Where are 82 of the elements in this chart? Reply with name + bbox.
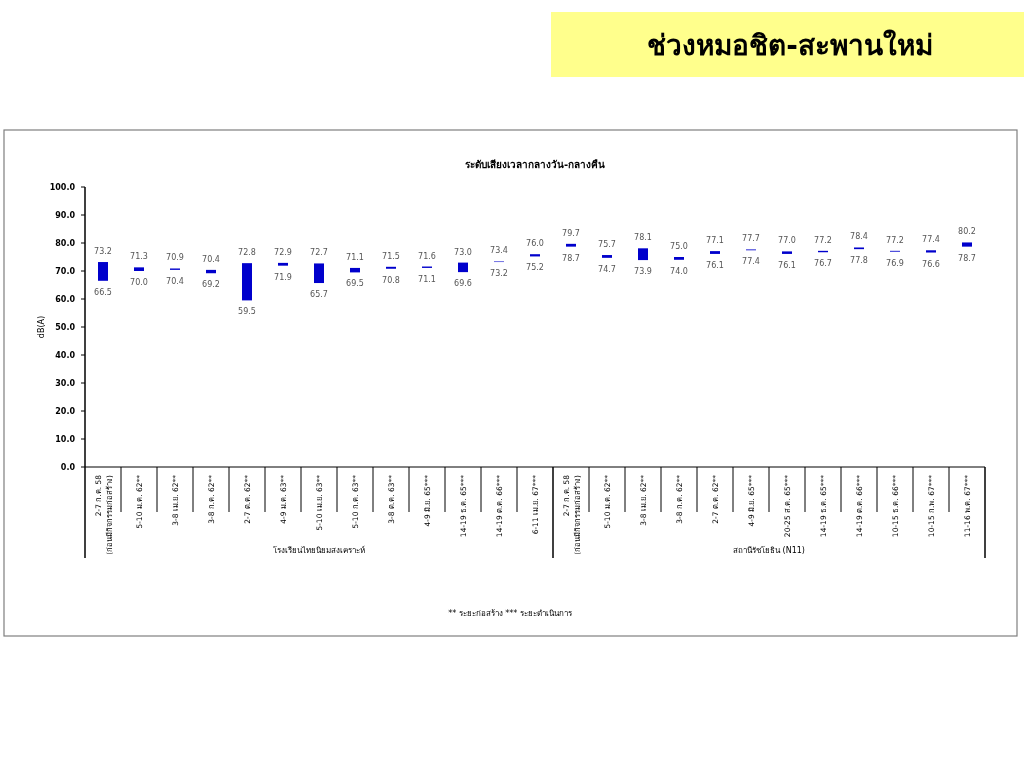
bar [314, 263, 324, 284]
annotation: 69.2 [202, 280, 220, 290]
y-tick-label: 90.0 [55, 211, 76, 220]
annotation: 80.2 [958, 227, 976, 237]
annotation: 69.5 [346, 279, 364, 289]
bar [566, 243, 576, 247]
bar [134, 267, 144, 271]
annotation: 71.1 [346, 252, 364, 262]
annotation: 59.5 [238, 307, 256, 317]
chart-subtitle: ระดับเสียงเวลากลางวัน-กลางคืน [464, 159, 606, 170]
annotation: 70.4 [166, 276, 184, 286]
annotation: 77.4 [742, 257, 760, 267]
annotation: 77.2 [814, 235, 832, 245]
annotation: 77.2 [886, 235, 904, 245]
y-tick-label: 20.0 [55, 407, 76, 416]
annotation: 70.8 [382, 275, 400, 285]
annotation: 78.7 [958, 253, 976, 263]
annotation: 71.3 [130, 252, 148, 262]
annotation: 70.9 [166, 253, 184, 263]
bar [602, 255, 612, 258]
annotation: 73.2 [94, 247, 112, 257]
annotation: 71.5 [382, 251, 400, 261]
annotation: 76.1 [778, 260, 796, 270]
annotation: 72.8 [238, 248, 256, 258]
bar [782, 251, 792, 254]
annotation: 66.5 [94, 287, 112, 297]
annotation: 71.6 [418, 251, 436, 261]
annotation: 72.9 [274, 247, 292, 257]
bar [638, 248, 648, 261]
chart-title: ช่วงหมอชิต-สะพานใหม่ [647, 29, 933, 62]
bar [962, 242, 972, 247]
annotation: 73.4 [490, 246, 508, 256]
annotation: 76.9 [886, 258, 904, 268]
annotation: 69.6 [454, 279, 472, 289]
y-tick-label: 70.0 [55, 267, 76, 276]
annotation: 77.1 [706, 236, 724, 246]
y-tick-label: 80.0 [55, 239, 76, 248]
bar [530, 254, 540, 257]
annotation: 75.0 [670, 242, 688, 251]
y-tick-label: 30.0 [55, 379, 76, 388]
annotation: 70.4 [202, 254, 220, 264]
bar [710, 251, 720, 254]
annotation: 70.0 [130, 278, 148, 287]
y-tick-label: 40.0 [55, 351, 76, 360]
y-tick-label: 100.0 [49, 183, 76, 192]
bar [278, 262, 288, 266]
annotation: 73.2 [490, 269, 508, 279]
y-tick-label: 0.0 [60, 463, 76, 472]
annotation: 74.7 [598, 264, 616, 274]
annotation: 78.7 [562, 253, 580, 263]
annotation: 78.4 [850, 232, 868, 242]
annotation: 77.0 [778, 236, 796, 246]
annotation: 76.6 [922, 259, 940, 269]
bar [98, 262, 108, 281]
annotation: 74.0 [670, 266, 688, 276]
annotation: 76.0 [526, 239, 544, 249]
annotation: 77.8 [850, 256, 868, 266]
text: โรงเรียนไทยนิยมสงเคราะห์ [273, 545, 365, 555]
text: สถานีรัชโยธิน (N11) [733, 545, 805, 555]
annotation: 76.1 [706, 260, 724, 270]
y-tick-label: 50.0 [55, 323, 76, 332]
annotation: 75.2 [526, 263, 544, 273]
annotation: 72.7 [310, 248, 328, 258]
annotation: 71.1 [418, 274, 436, 284]
annotation: 76.7 [814, 259, 832, 269]
y-axis-title: dB(A) [37, 315, 46, 339]
bar [242, 263, 252, 301]
annotation: 78.1 [634, 233, 652, 243]
annotation: 77.4 [922, 235, 940, 245]
bar [926, 250, 936, 253]
annotation: 77.7 [742, 234, 760, 244]
annotation: 75.7 [598, 240, 616, 250]
y-tick-label: 10.0 [55, 435, 76, 444]
y-tick-label: 60.0 [55, 295, 76, 304]
annotation: 71.9 [274, 272, 292, 282]
annotation: 73.0 [454, 247, 472, 257]
bar [674, 257, 684, 260]
annotation: 73.9 [634, 267, 652, 277]
annotation: 65.7 [310, 290, 328, 300]
bar [458, 262, 468, 273]
text: ** ระยะก่อสร้าง *** ระยะดำเนินการ [448, 609, 573, 618]
annotation: 79.7 [562, 228, 580, 238]
